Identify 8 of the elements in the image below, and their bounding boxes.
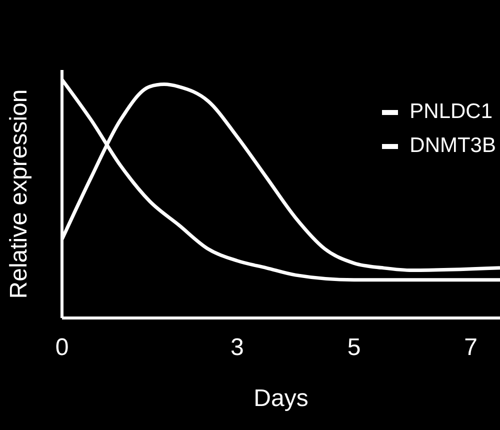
- x-tick-label: 0: [55, 334, 69, 362]
- legend-label: DNMT3B: [410, 133, 496, 159]
- x-tick-label: 5: [347, 334, 361, 362]
- x-tick-label: 3: [230, 334, 244, 362]
- legend-label: PNLDC1: [410, 99, 493, 125]
- y-axis-title: Relative expression: [6, 89, 33, 299]
- x-axis-title: Days: [254, 385, 308, 412]
- x-tick-label: 7: [464, 334, 478, 362]
